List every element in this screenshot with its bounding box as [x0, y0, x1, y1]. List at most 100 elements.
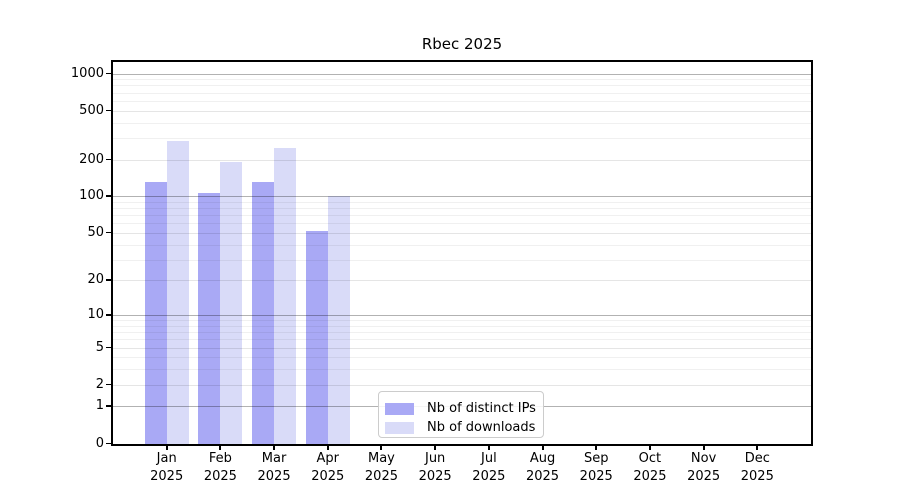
- minor-gridline: [113, 215, 811, 216]
- minor-gridline: [113, 357, 811, 358]
- x-tick-year: 2025: [687, 469, 721, 484]
- x-tick-year: 2025: [311, 469, 345, 484]
- minor-gridline: [113, 369, 811, 370]
- x-tick-month: Aug: [529, 451, 556, 466]
- x-tick-label: May 2025: [341, 450, 421, 486]
- x-tick-mark: [756, 445, 759, 450]
- minor-gridline: [113, 245, 811, 246]
- y-tick-mark: [106, 231, 112, 234]
- minor-gridline: [113, 339, 811, 340]
- x-tick-year: 2025: [203, 469, 237, 484]
- legend-item: Nb of distinct IPs: [385, 399, 536, 418]
- legend-label-distinct-ips: Nb of distinct IPs: [427, 401, 536, 416]
- y-tick-label: 5: [95, 339, 104, 355]
- minor-gridline: [113, 123, 811, 124]
- y-tick-mark: [106, 158, 112, 161]
- x-tick-mark: [702, 445, 705, 450]
- y-tick-label: 20: [87, 272, 104, 288]
- x-tick-label: Nov 2025: [664, 450, 744, 486]
- x-tick-month: Jul: [481, 451, 497, 466]
- bar-downloads: [327, 196, 350, 444]
- minor-gridline: [113, 208, 811, 209]
- x-tick-month: Sep: [583, 451, 609, 466]
- x-tick-mark: [487, 445, 490, 450]
- x-tick-mark: [434, 445, 437, 450]
- minor-gridline: [113, 320, 811, 321]
- major-gridline: [113, 74, 811, 75]
- minor-gridline: [113, 85, 811, 86]
- x-tick-year: 2025: [364, 469, 398, 484]
- legend: Nb of distinct IPs Nb of downloads: [378, 391, 544, 438]
- legend-item: Nb of downloads: [385, 418, 536, 437]
- mid-gridline: [113, 233, 811, 234]
- x-tick-month: Oct: [638, 451, 662, 466]
- x-tick-month: Mar: [261, 451, 287, 466]
- grid-layer: [113, 62, 811, 444]
- bar-downloads: [274, 147, 297, 444]
- x-tick-year: 2025: [525, 469, 560, 484]
- chart-title: Rbec 2025: [421, 35, 503, 53]
- plot-area: [113, 62, 811, 444]
- x-tick-year: 2025: [633, 469, 667, 484]
- minor-gridline: [113, 202, 811, 203]
- x-tick-label: Sep 2025: [556, 450, 636, 486]
- minor-gridline: [113, 260, 811, 261]
- y-tick-label: 50: [87, 224, 104, 240]
- y-tick-mark: [106, 109, 112, 112]
- x-tick-mark: [219, 445, 222, 450]
- y-tick-label: 1000: [70, 65, 104, 81]
- legend-label-downloads: Nb of downloads: [427, 420, 536, 435]
- x-tick-label: Jan 2025: [127, 450, 207, 486]
- x-tick-year: 2025: [740, 469, 774, 484]
- minor-gridline: [113, 332, 811, 333]
- minor-gridline: [113, 223, 811, 224]
- x-tick-label: Jun 2025: [395, 450, 475, 486]
- y-tick-mark: [106, 279, 112, 281]
- y-tick-mark: [106, 442, 112, 444]
- y-tick-label: 1: [95, 398, 104, 414]
- mid-gridline: [113, 111, 811, 112]
- x-tick-mark: [326, 445, 329, 450]
- x-tick-month: Jan: [156, 451, 177, 466]
- bar-distinct-ips: [144, 182, 167, 444]
- bar-distinct-ips: [305, 230, 328, 444]
- x-tick-label: Mar 2025: [234, 450, 314, 486]
- minor-gridline: [113, 138, 811, 139]
- y-tick-label: 10: [87, 307, 104, 323]
- x-tick-mark: [273, 445, 276, 450]
- y-tick-mark: [106, 383, 112, 386]
- x-tick-year: 2025: [257, 469, 291, 484]
- y-tick-mark: [106, 72, 112, 75]
- y-tick-label: 200: [79, 151, 104, 167]
- y-tick-mark: [106, 314, 112, 316]
- x-tick-month: Nov: [690, 451, 717, 466]
- x-tick-label: Feb 2025: [180, 450, 260, 486]
- minor-gridline: [113, 326, 811, 327]
- y-tick-label: 500: [79, 102, 104, 118]
- y-tick-label: 100: [79, 188, 104, 204]
- y-tick-mark: [106, 405, 112, 407]
- legend-swatch-downloads: [385, 421, 414, 434]
- mid-gridline: [113, 385, 811, 386]
- y-tick-mark: [106, 195, 112, 197]
- minor-gridline: [113, 93, 811, 94]
- major-gridline: [113, 315, 811, 316]
- y-tick-label: 0: [95, 435, 104, 451]
- y-tick-label: 2: [95, 376, 104, 392]
- x-tick-month: May: [368, 451, 395, 466]
- x-tick-label: Jul 2025: [449, 450, 529, 486]
- mid-gridline: [113, 280, 811, 281]
- x-tick-year: 2025: [579, 469, 613, 484]
- legend-swatch-distinct-ips: [385, 402, 414, 415]
- x-tick-mark: [595, 445, 598, 450]
- bar-downloads: [166, 140, 189, 444]
- x-tick-mark: [380, 445, 383, 450]
- minor-gridline: [113, 101, 811, 102]
- mid-gridline: [113, 348, 811, 349]
- x-tick-year: 2025: [418, 469, 452, 484]
- x-tick-month: Apr: [316, 451, 340, 466]
- bar-downloads: [220, 162, 243, 444]
- x-tick-year: 2025: [150, 469, 184, 484]
- mid-gridline: [113, 160, 811, 161]
